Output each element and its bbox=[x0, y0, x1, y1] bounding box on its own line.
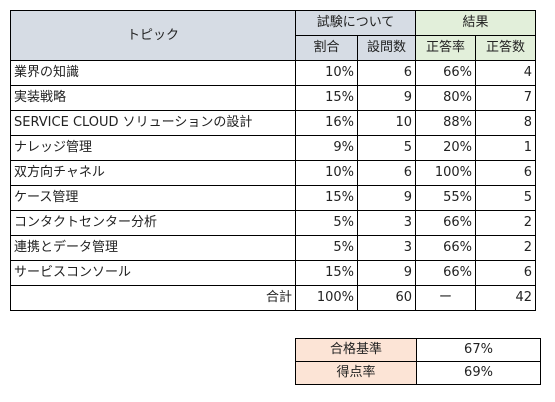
summary-table: 合格基準 67% 得点率 69% bbox=[295, 338, 541, 385]
questions-cell: 5 bbox=[357, 135, 416, 161]
table-row: ナレッジ管理 9% 5 20% 1 bbox=[10, 135, 536, 161]
ratio-cell: 16% bbox=[295, 110, 358, 136]
correct-count-cell: 1 bbox=[475, 135, 536, 161]
score-rate-value: 69% bbox=[416, 361, 541, 385]
correct-rate-cell: 66% bbox=[415, 235, 476, 261]
table-row: SERVICE CLOUD ソリューションの設計 16% 10 88% 8 bbox=[10, 110, 536, 136]
topic-cell: サービスコンソール bbox=[10, 260, 296, 286]
pass-criteria-value: 67% bbox=[416, 338, 541, 362]
topic-cell: 連携とデータ管理 bbox=[10, 235, 296, 261]
correct-rate-cell: 80% bbox=[415, 85, 476, 111]
correct-count-cell: 5 bbox=[475, 185, 536, 211]
ratio-cell: 9% bbox=[295, 135, 358, 161]
questions-cell: 10 bbox=[357, 110, 416, 136]
questions-cell: 6 bbox=[357, 60, 416, 86]
questions-cell: 9 bbox=[357, 260, 416, 286]
table-row: サービスコンソール 15% 9 66% 6 bbox=[10, 260, 536, 286]
questions-cell: 9 bbox=[357, 85, 416, 111]
questions-cell: 6 bbox=[357, 160, 416, 186]
questions-cell: 9 bbox=[357, 185, 416, 211]
score-rate-row: 得点率 69% bbox=[295, 361, 541, 385]
correct-rate-cell: 66% bbox=[415, 260, 476, 286]
ratio-cell: 5% bbox=[295, 235, 358, 261]
correct-rate-cell: 88% bbox=[415, 110, 476, 136]
exam-breakdown-table: トピック 試験について 結果 割合 設問数 正答率 正答数 業界の知識 10% 6 6… bbox=[10, 10, 536, 311]
table-row: 連携とデータ管理 5% 3 66% 2 bbox=[10, 235, 536, 261]
table-row: 双方向チャネル 10% 6 100% 6 bbox=[10, 160, 536, 186]
total-correct: 42 bbox=[475, 285, 536, 311]
topic-cell: コンタクトセンター分析 bbox=[10, 210, 296, 236]
topic-cell: SERVICE CLOUD ソリューションの設計 bbox=[10, 110, 296, 136]
correct-count-cell: 8 bbox=[475, 110, 536, 136]
topic-cell: ケース管理 bbox=[10, 185, 296, 211]
topic-header: トピック bbox=[10, 10, 296, 61]
exam-group-header: 試験について bbox=[295, 10, 416, 36]
correct-count-header: 正答数 bbox=[475, 35, 536, 61]
ratio-cell: 15% bbox=[295, 260, 358, 286]
topic-cell: 双方向チャネル bbox=[10, 160, 296, 186]
total-ratio: 100% bbox=[295, 285, 358, 311]
ratio-cell: 5% bbox=[295, 210, 358, 236]
topic-cell: ナレッジ管理 bbox=[10, 135, 296, 161]
result-group-header: 結果 bbox=[415, 10, 536, 36]
correct-count-cell: 7 bbox=[475, 85, 536, 111]
correct-count-cell: 2 bbox=[475, 210, 536, 236]
table-row: 業界の知識 10% 6 66% 4 bbox=[10, 60, 536, 86]
pass-criteria-row: 合格基準 67% bbox=[295, 338, 541, 362]
ratio-cell: 15% bbox=[295, 85, 358, 111]
ratio-header: 割合 bbox=[295, 35, 358, 61]
ratio-cell: 15% bbox=[295, 185, 358, 211]
correct-count-cell: 2 bbox=[475, 235, 536, 261]
total-questions: 60 bbox=[357, 285, 416, 311]
ratio-cell: 10% bbox=[295, 60, 358, 86]
correct-rate-cell: 100% bbox=[415, 160, 476, 186]
correct-count-cell: 6 bbox=[475, 160, 536, 186]
ratio-cell: 10% bbox=[295, 160, 358, 186]
table-row: コンタクトセンター分析 5% 3 66% 2 bbox=[10, 210, 536, 236]
correct-rate-cell: 20% bbox=[415, 135, 476, 161]
score-rate-label: 得点率 bbox=[295, 361, 417, 385]
correct-rate-cell: 66% bbox=[415, 60, 476, 86]
correct-rate-header: 正答率 bbox=[415, 35, 476, 61]
pass-criteria-label: 合格基準 bbox=[295, 338, 417, 362]
correct-count-cell: 4 bbox=[475, 60, 536, 86]
correct-rate-cell: 66% bbox=[415, 210, 476, 236]
correct-rate-cell: 55% bbox=[415, 185, 476, 211]
topic-cell: 実装戦略 bbox=[10, 85, 296, 111]
table-row: 実装戦略 15% 9 80% 7 bbox=[10, 85, 536, 111]
questions-header: 設問数 bbox=[357, 35, 416, 61]
table-row: ケース管理 15% 9 55% 5 bbox=[10, 185, 536, 211]
total-row: 合計 100% 60 ー 42 bbox=[10, 285, 536, 311]
topic-cell: 業界の知識 bbox=[10, 60, 296, 86]
correct-count-cell: 6 bbox=[475, 260, 536, 286]
total-label: 合計 bbox=[10, 285, 296, 311]
questions-cell: 3 bbox=[357, 235, 416, 261]
questions-cell: 3 bbox=[357, 210, 416, 236]
total-rate: ー bbox=[415, 285, 476, 311]
